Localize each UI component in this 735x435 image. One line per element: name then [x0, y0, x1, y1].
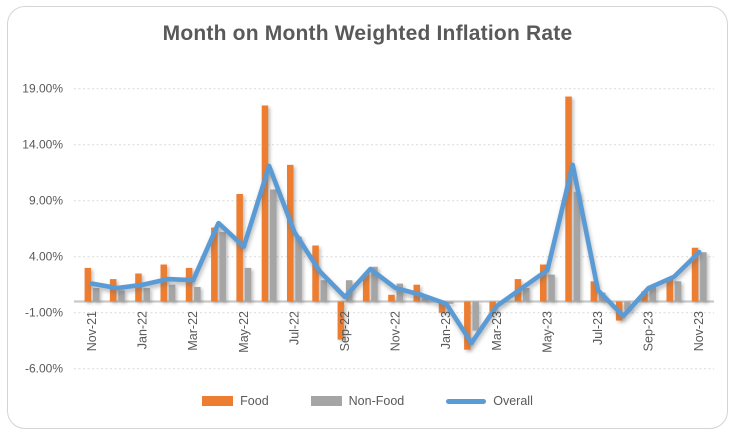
x-axis-tick-label: May-22 [237, 311, 251, 353]
food-bar [438, 301, 446, 313]
non-food-bar [320, 280, 328, 302]
non-food-bar [472, 301, 479, 331]
legend-swatch [310, 396, 342, 406]
non-food-bar [92, 288, 100, 302]
non-food-bar [396, 283, 403, 302]
non-food-bar [371, 266, 378, 302]
non-food-bar [624, 301, 631, 311]
x-axis-tick-label: Jan-22 [136, 311, 150, 349]
non-food-bar [219, 232, 226, 302]
food-bar [236, 193, 243, 302]
y-axis-tick-label: -1.00% [25, 306, 63, 320]
legend: Food Non-Food Overall [0, 394, 735, 408]
non-food-bar [523, 288, 530, 302]
food-bar [109, 279, 117, 302]
y-axis-tick-label: 14.00% [22, 138, 63, 152]
legend-swatch [202, 396, 234, 406]
non-food-bar [244, 267, 252, 302]
x-axis-tick-label: Jan-23 [439, 311, 453, 349]
food-bar [287, 164, 294, 302]
non-food-bar [421, 298, 429, 302]
x-axis-tick-label: Mar-23 [490, 311, 504, 351]
food-bar [590, 281, 598, 302]
y-axis-tick-label: 4.00% [29, 250, 63, 264]
non-food-bar [143, 288, 150, 302]
y-axis-tick-label: -6.00% [25, 362, 63, 376]
non-food-bar [649, 286, 656, 302]
food-bar [565, 96, 572, 302]
food-bar [540, 264, 547, 302]
food-bar [388, 294, 395, 302]
legend-item-food: Food [202, 394, 269, 408]
food-bar [362, 273, 370, 302]
overall-line [89, 162, 702, 346]
food-bar [666, 277, 673, 302]
non-food-bar [168, 284, 176, 302]
x-axis-tick-label: Sep-23 [642, 311, 656, 351]
food-bar [84, 267, 92, 302]
non-food-bar [194, 286, 201, 302]
legend-label: Non-Food [348, 394, 405, 408]
x-axis-tick-label: Nov-21 [85, 311, 99, 351]
x-axis-tick-label: Mar-22 [186, 311, 200, 351]
chart-card [7, 6, 728, 429]
non-food-bar [447, 301, 454, 304]
non-food-bar [548, 274, 555, 302]
non-food-bar [700, 252, 707, 302]
non-food-bar [118, 290, 125, 302]
food-bar [261, 105, 269, 302]
food-bar [641, 291, 648, 302]
non-food-bar [674, 281, 682, 302]
x-axis-tick-label: May-23 [540, 311, 554, 353]
x-axis-tick-label: Jul-23 [591, 311, 605, 345]
x-axis-tick-label: Jul-22 [287, 311, 301, 345]
food-bar [464, 301, 471, 350]
legend-item-overall: Overall [446, 394, 533, 408]
food-bar [691, 247, 699, 302]
non-food-bar [573, 191, 581, 302]
y-axis-tick-label: 9.00% [29, 194, 63, 208]
y-axis-tick-label: 19.00% [22, 82, 63, 96]
food-bar [211, 227, 218, 302]
food-bar [337, 301, 345, 340]
food-bar [185, 267, 193, 302]
legend-label: Food [240, 394, 269, 408]
food-bar [489, 301, 496, 312]
non-food-bar [270, 189, 277, 302]
x-axis-tick-label: Nov-23 [692, 311, 706, 351]
food-bar [312, 245, 319, 302]
legend-swatch [446, 398, 487, 404]
x-axis-tick-label: Nov-22 [389, 311, 403, 351]
legend-label: Overall [493, 394, 533, 408]
x-axis-tick-label: Sep-22 [338, 311, 352, 351]
legend-item-non-food: Non-Food [310, 394, 405, 408]
chart-title: Month on Month Weighted Inflation Rate [162, 22, 573, 45]
food-bar [160, 264, 167, 302]
non-food-bar [295, 236, 302, 302]
